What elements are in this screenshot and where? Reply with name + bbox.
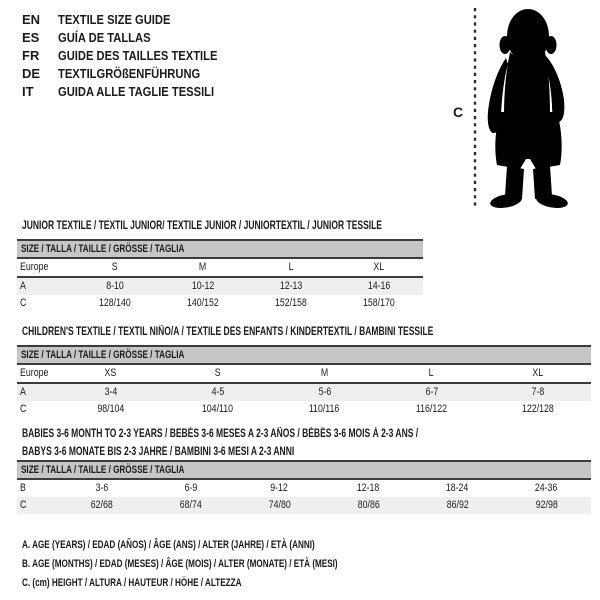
row-label: A [20,280,26,292]
table-row: C 62/68 68/74 74/80 80/86 86/92 92/98 [17,497,592,514]
size-header-label: SIZE / TALLA / TAILLE / GRÖSSE / TAGLIA [21,243,185,255]
lang-row-de: DE TEXTILGRÖßENFÜHRUNG [22,65,243,83]
size-cell: M [199,261,207,273]
size-cell: M [320,367,329,379]
legend-line-b: B. AGE (MONTHS) / EDAD (MESES) / ÂGE (MO… [22,558,338,570]
height-cell: 62/68 [90,499,113,511]
height-cell: 110/116 [309,403,340,415]
lang-label: TEXTILGRÖßENFÜHRUNG [58,66,201,81]
height-cell: 128/140 [99,297,131,309]
size-cell: S [112,261,118,273]
size-cell: XL [373,261,385,273]
children-size-table: SIZE / TALLA / TAILLE / GRÖSSE / TAGLIA … [17,345,591,418]
lang-code: IT [22,84,34,99]
age-cell: 3-4 [104,386,117,398]
lang-row-fr: FR GUIDE DES TAILLES TEXTILE [22,47,243,65]
lang-code: DE [22,66,41,81]
babies-size-table: SIZE / TALLA / TAILLE / GRÖSSE / TAGLIA … [17,460,592,514]
lang-label: GUIDA ALLE TAGLIE TESSILI [58,84,215,99]
height-cell: 86/92 [446,499,469,511]
lang-row-en: EN TEXTILE SIZE GUIDE [22,11,243,29]
size-header-band: SIZE / TALLA / TAILLE / GRÖSSE / TAGLIA [17,240,424,258]
table-row: B 3-6 6-9 9-12 12-18 18-24 24-36 [17,479,591,497]
size-cell: L [288,261,294,273]
height-cell: 122/128 [522,403,554,415]
legend-block: A. AGE (YEARS) / EDAD (AÑOS) / ÂGE (ANS)… [22,536,449,593]
height-cell: 68/74 [179,499,202,511]
table-row: C 98/104 104/110 110/116 116/122 122/128 [17,401,591,418]
age-cell: 6-7 [425,386,438,398]
junior-size-table: SIZE / TALLA / TAILLE / GRÖSSE / TAGLIA … [17,239,424,312]
height-cell: 152/158 [275,297,307,309]
height-cell: 116/122 [415,403,448,415]
size-header-label: SIZE / TALLA / TAILLE / GRÖSSE / TAGLIA [21,464,185,476]
row-label: Europe [20,261,49,273]
age-cell: 18-24 [446,482,469,494]
size-header-band: SIZE / TALLA / TAILLE / GRÖSSE / TAGLIA [17,461,592,479]
height-cell: 98/104 [97,403,124,415]
size-cell: S [214,367,221,379]
age-cell: 9-12 [270,482,289,494]
junior-section-title: JUNIOR TEXTILE / TEXTIL JUNIOR/ TEXTILE … [22,220,382,232]
size-cell: XS [104,367,117,379]
row-label: Europe [20,367,49,379]
size-cell: L [429,367,434,379]
table-row: A 3-4 4-5 5-6 6-7 7-8 [17,383,591,401]
legend-line-c: C. (cm) HEIGHT / ALTURA / HAUTEUR / HÖHE… [22,577,242,589]
size-header-label: SIZE / TALLA / TAILLE / GRÖSSE / TAGLIA [21,349,185,361]
height-cell: 104/110 [201,403,234,415]
lang-row-it: IT GUIDA ALLE TAGLIE TESSILI [22,83,243,101]
lang-code: ES [22,30,40,45]
toddler-silhouette-icon [473,8,568,208]
table-row: Europe S M L XL [17,258,424,277]
row-label: B [20,482,26,494]
babies-section-title: BABIES 3-6 MONTH TO 2-3 YEARS / BEBÉS 3-… [22,428,419,458]
age-cell: 6-9 [184,482,197,494]
height-dimension-label: C [453,104,464,120]
age-cell: 5-6 [318,386,331,398]
height-cell: 92/98 [535,499,558,511]
height-cell: 80/86 [357,499,380,511]
row-label: C [20,297,27,309]
legend-line-a: A. AGE (YEARS) / EDAD (AÑOS) / ÂGE (ANS)… [22,539,315,551]
height-cell: 140/152 [187,297,219,309]
row-label: C [20,499,27,511]
age-cell: 24-36 [535,482,558,494]
table-row: C 128/140 140/152 152/158 158/170 [17,295,423,312]
row-label: A [20,386,26,398]
height-cell: 158/170 [363,297,395,309]
lang-row-es: ES GUÍA DE TALLAS [22,29,243,47]
size-cell: XL [532,367,544,379]
children-section-title: CHILDREN'S TEXTILE / TEXTIL NIÑO/A / TEX… [22,326,434,338]
age-cell: 12-18 [357,482,380,494]
age-cell: 3-6 [95,482,108,494]
height-measure-figure [450,2,600,217]
size-header-band: SIZE / TALLA / TAILLE / GRÖSSE / TAGLIA [17,346,591,364]
age-cell: 8-10 [106,280,124,292]
lang-code: EN [22,12,41,27]
row-label: C [20,403,27,415]
age-cell: 7-8 [531,386,545,398]
age-cell: 4-5 [211,386,224,398]
age-cell: 12-13 [279,280,303,292]
lang-code: FR [22,48,40,63]
lang-label: GUIDE DES TAILLES TEXTILE [58,48,218,63]
language-guide-block: EN TEXTILE SIZE GUIDE ES GUÍA DE TALLAS … [22,11,243,101]
lang-label: TEXTILE SIZE GUIDE [58,12,171,27]
height-cell: 74/80 [268,499,291,511]
lang-label: GUÍA DE TALLAS [58,30,151,45]
table-row: Europe XS S M L XL [17,364,591,383]
table-row: A 8-10 10-12 12-13 14-16 [17,277,424,295]
age-cell: 14-16 [367,280,391,292]
age-cell: 10-12 [191,280,215,292]
